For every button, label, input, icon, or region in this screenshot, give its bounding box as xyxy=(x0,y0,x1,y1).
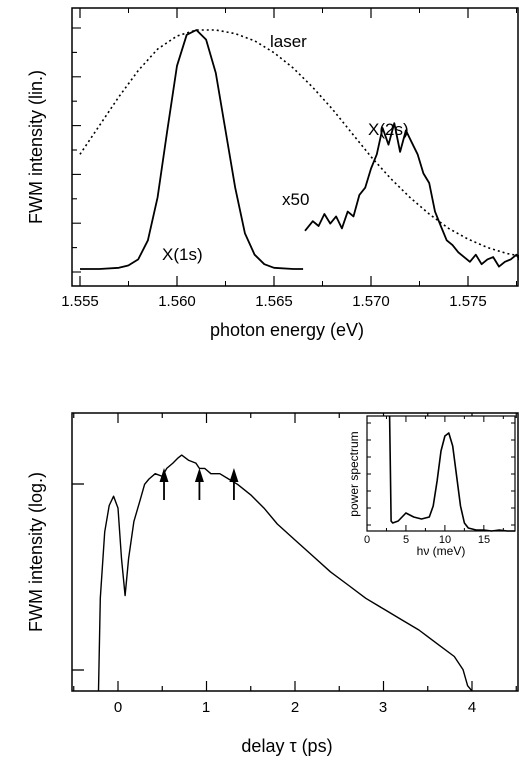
top-series-line-0 xyxy=(79,29,519,257)
bottom-y-axis-title: FWM intensity (log.) xyxy=(26,472,46,632)
top-x-tick-label: 1.560 xyxy=(158,293,196,310)
top-x-tick-label: 1.555 xyxy=(61,293,99,310)
bottom-panel-delay: 0 1 2 3 4 delay τ (ps) FWM intensity (lo… xyxy=(26,412,519,756)
top-y-axis-title: FWM intensity (lin.) xyxy=(26,70,46,224)
top-axis-ticks xyxy=(72,8,517,286)
inset-y-axis-title: power spectrum xyxy=(347,431,361,516)
bottom-x-tick-label: 2 xyxy=(291,699,299,716)
arrow-head xyxy=(194,468,204,482)
inset-x-tick-label: 10 xyxy=(439,534,451,546)
top-x-tick-label: 1.570 xyxy=(352,293,390,310)
inset-series-group xyxy=(388,415,515,532)
annotation-x1s: X(1s) xyxy=(162,245,203,264)
inset-power-spectrum: 0 5 10 15 hν (meV) power spectrum xyxy=(347,415,516,558)
annotation-x50: x50 xyxy=(282,190,309,209)
top-x-axis-title: photon energy (eV) xyxy=(210,320,364,340)
inset-axis-ticks xyxy=(366,416,515,531)
bottom-x-tick-label: 4 xyxy=(468,699,476,716)
bottom-x-axis-title: delay τ (ps) xyxy=(241,736,332,756)
arrow-head xyxy=(229,468,239,482)
top-series-group xyxy=(79,29,519,270)
top-x-tick-label: 1.575 xyxy=(449,293,487,310)
top-plot-frame xyxy=(71,7,519,287)
annotation-x2s: X(2s) xyxy=(368,120,409,139)
bottom-x-tick-label: 1 xyxy=(202,699,210,716)
bottom-arrows-group xyxy=(159,468,239,500)
inset-x-tick-label: 0 xyxy=(364,534,370,546)
inset-x-tick-label: 5 xyxy=(403,534,409,546)
inset-x-tick-label: 15 xyxy=(478,534,490,546)
bottom-x-tick-label: 3 xyxy=(379,699,387,716)
top-series-line-1 xyxy=(80,29,304,270)
arrow-head xyxy=(159,468,169,482)
inset-x-axis-title: hν (meV) xyxy=(417,544,466,558)
top-series-line-2 xyxy=(304,122,519,268)
annotation-laser: laser xyxy=(270,32,307,51)
inset-series-line-0 xyxy=(388,415,515,532)
top-x-tick-label: 1.565 xyxy=(255,293,293,310)
top-panel-spectrum: 1.555 1.560 1.565 1.570 1.575 photon ene… xyxy=(26,7,519,340)
bottom-x-tick-label: 0 xyxy=(114,699,122,716)
